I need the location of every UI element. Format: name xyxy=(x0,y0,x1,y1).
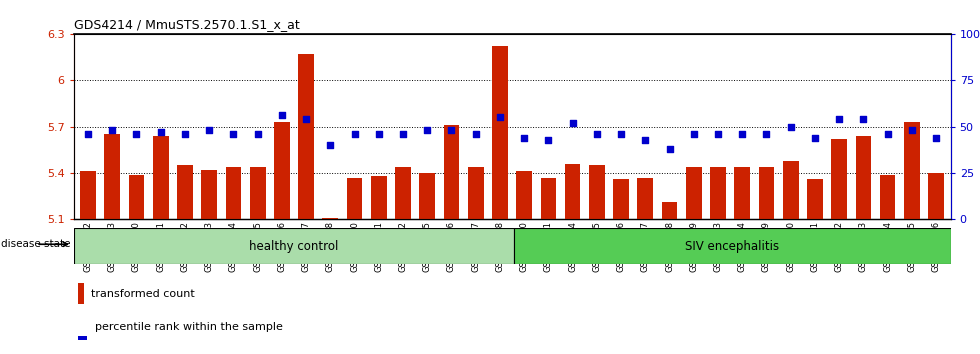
Bar xyxy=(589,165,605,219)
Bar xyxy=(105,134,121,219)
Point xyxy=(589,131,605,137)
Bar xyxy=(492,46,508,219)
Bar xyxy=(128,175,144,219)
Text: healthy control: healthy control xyxy=(249,240,339,252)
Point xyxy=(177,131,193,137)
Bar xyxy=(541,178,557,219)
Point xyxy=(516,135,532,141)
Bar xyxy=(831,139,847,219)
Bar xyxy=(298,54,314,219)
Bar xyxy=(78,336,87,340)
Bar xyxy=(201,170,217,219)
Point xyxy=(250,131,266,137)
Bar xyxy=(564,164,580,219)
Point xyxy=(419,127,435,133)
Bar xyxy=(808,179,823,219)
Bar xyxy=(347,178,363,219)
Point xyxy=(613,131,629,137)
Point xyxy=(904,127,919,133)
Point xyxy=(662,146,677,152)
Point xyxy=(492,114,508,120)
Point xyxy=(710,131,726,137)
Bar xyxy=(395,167,411,219)
Bar xyxy=(225,167,241,219)
Bar xyxy=(250,167,266,219)
Bar xyxy=(928,173,944,219)
Point xyxy=(395,131,411,137)
Bar xyxy=(322,218,338,219)
Text: GDS4214 / MmuSTS.2570.1.S1_x_at: GDS4214 / MmuSTS.2570.1.S1_x_at xyxy=(74,18,299,31)
Point xyxy=(783,124,799,130)
Bar xyxy=(419,173,435,219)
Point xyxy=(274,113,290,118)
Bar xyxy=(444,125,460,219)
Point xyxy=(347,131,363,137)
Bar xyxy=(370,176,387,219)
Bar xyxy=(514,228,951,264)
Bar xyxy=(686,167,702,219)
Point xyxy=(201,127,217,133)
Text: SIV encephalitis: SIV encephalitis xyxy=(685,240,780,252)
Point xyxy=(759,131,774,137)
Point xyxy=(153,129,169,135)
Bar xyxy=(662,202,677,219)
Point xyxy=(734,131,750,137)
Point xyxy=(541,137,557,142)
Point xyxy=(371,131,387,137)
Point xyxy=(225,131,241,137)
Bar xyxy=(274,122,290,219)
Bar xyxy=(637,178,654,219)
Point xyxy=(298,116,314,122)
Text: percentile rank within the sample: percentile rank within the sample xyxy=(94,322,282,332)
Point xyxy=(322,142,338,148)
Point xyxy=(880,131,896,137)
Bar xyxy=(880,175,896,219)
Point xyxy=(128,131,144,137)
Point xyxy=(928,135,944,141)
Point xyxy=(444,127,460,133)
Bar xyxy=(856,136,871,219)
Bar xyxy=(759,167,774,219)
Bar xyxy=(710,167,726,219)
Bar xyxy=(613,179,629,219)
Bar xyxy=(78,283,83,304)
Bar xyxy=(516,171,532,219)
Bar xyxy=(783,161,799,219)
Point xyxy=(856,116,871,122)
Bar xyxy=(153,136,169,219)
Point xyxy=(80,131,96,137)
Text: disease state: disease state xyxy=(1,239,71,249)
Bar xyxy=(904,122,919,219)
Text: transformed count: transformed count xyxy=(91,289,195,299)
Point xyxy=(686,131,702,137)
Bar xyxy=(734,167,750,219)
Bar xyxy=(177,165,193,219)
Point xyxy=(467,131,483,137)
Bar xyxy=(74,228,514,264)
Point xyxy=(831,116,847,122)
Bar xyxy=(467,167,483,219)
Point xyxy=(637,137,653,142)
Point xyxy=(564,120,580,126)
Bar xyxy=(80,171,96,219)
Point xyxy=(105,127,121,133)
Point xyxy=(808,135,823,141)
